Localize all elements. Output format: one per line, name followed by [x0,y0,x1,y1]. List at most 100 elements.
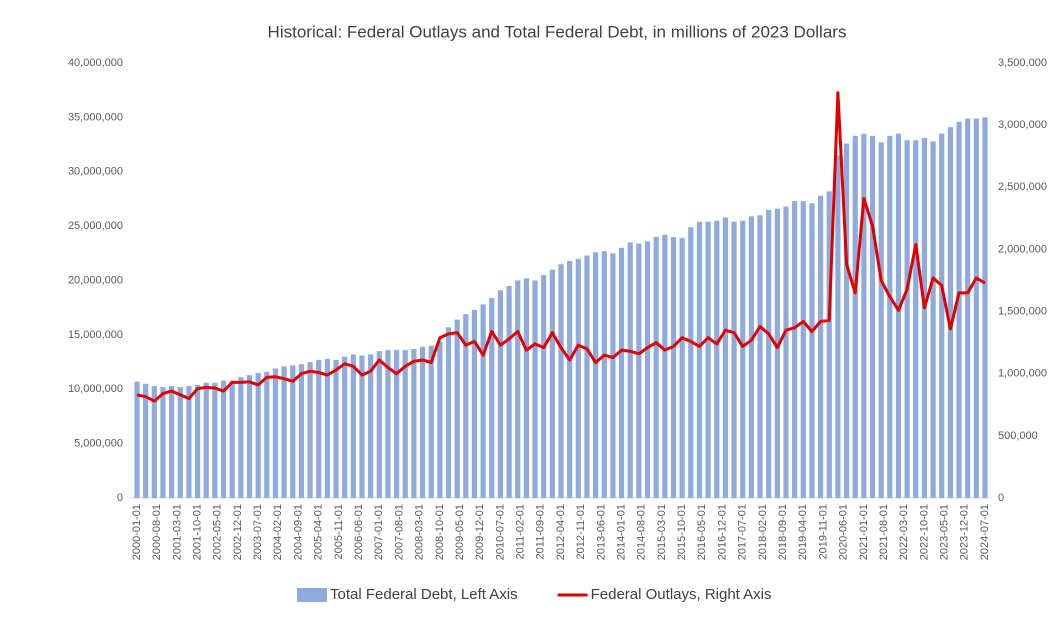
bar [541,275,547,498]
bar [402,350,408,498]
x-tick-label: 2006-06-01 [353,504,365,560]
x-tick-label: 2012-04-01 [555,504,567,560]
bar [220,380,227,498]
bar [722,217,729,499]
y-tick-label: 0 [117,492,123,504]
x-tick-label: 2017-07-01 [737,504,749,560]
y-tick-label: 20,000,000 [68,274,123,286]
y-tick-label: 15,000,000 [68,329,123,341]
bar [783,206,789,499]
bar [766,209,772,498]
x-tick-label: 2010-07-01 [494,504,506,560]
x-tick-label: 2024-07-01 [979,504,991,560]
x-tick-label: 2015-10-01 [676,504,688,560]
bar [887,135,893,499]
bar [428,345,434,498]
bar [342,356,348,498]
x-tick-label: 2004-02-01 [272,504,284,560]
bar [904,140,910,498]
bar [575,258,581,498]
bar [843,143,850,498]
bar [947,127,953,498]
bar [316,359,322,498]
bar [203,382,209,498]
bar [913,140,919,498]
bar [143,383,149,498]
y-tick-label: 25,000,000 [68,220,123,232]
bar [419,346,426,498]
x-tick-label: 2001-10-01 [191,504,203,560]
bar [333,359,339,498]
x-tick-label: 2009-05-01 [454,504,466,560]
x-tick-label: 2008-03-01 [414,504,426,560]
x-tick-label: 2000-01-01 [131,504,143,560]
bar [515,280,521,498]
bar [454,319,460,498]
x-tick-label: 2021-01-01 [858,504,870,560]
bar [601,251,607,498]
bar [411,349,417,498]
bar [679,238,685,498]
bar [593,252,599,498]
bar [792,201,798,499]
x-tick-label: 2005-11-01 [333,504,345,559]
bar [800,201,806,499]
bar [463,314,469,498]
y2-tick-label: 500,000 [998,430,1038,442]
bar [774,208,780,498]
bar [445,327,452,498]
y-tick-label: 40,000,000 [68,57,123,69]
bar [662,234,668,498]
bar [186,385,192,498]
x-tick-label: 2014-01-01 [615,504,627,560]
bar [653,237,659,498]
bar [835,155,841,498]
bar [740,220,746,498]
y2-tick-label: 1,000,000 [998,368,1047,380]
y-tick-label: 30,000,000 [68,166,123,178]
y2-tick-label: 3,000,000 [998,119,1047,131]
bar [497,290,504,498]
bar [272,368,279,498]
bar [532,280,538,498]
bar [264,371,270,498]
x-tick-label: 2007-08-01 [393,504,405,560]
y2-tick-label: 1,500,000 [998,305,1047,317]
bar [731,221,737,498]
bar [489,297,495,498]
bar [670,237,677,498]
bar [567,260,573,498]
bar [636,243,642,498]
bar [506,285,512,498]
chart-title: Historical: Federal Outlays and Total Fe… [268,22,847,41]
bar [229,380,235,498]
x-tick-label: 2007-01-01 [373,504,385,560]
bar [627,242,633,498]
x-tick-label: 2012-11-01 [575,504,587,559]
bar [194,384,201,498]
bar [748,216,754,498]
x-tick-label: 2008-10-01 [434,504,446,560]
bar [982,117,988,498]
x-tick-label: 2019-04-01 [797,504,809,560]
bar [160,387,166,498]
bar [324,358,330,498]
bar [705,221,711,498]
bar [852,135,858,499]
bar [956,121,962,498]
line [136,91,986,403]
bar [298,364,305,498]
bar [368,354,374,498]
bar [255,372,261,498]
x-tick-label: 2009-12-01 [474,504,486,560]
y2-tick-label: 2,500,000 [998,181,1047,193]
bar [584,255,590,498]
x-tick-label: 2002-12-01 [232,504,244,560]
bar [618,247,625,498]
legend-swatch [297,588,327,602]
bar [921,138,928,498]
bar [307,362,313,498]
x-tick-label: 2014-08-01 [636,504,648,560]
bar [939,133,945,498]
bar [281,366,287,498]
